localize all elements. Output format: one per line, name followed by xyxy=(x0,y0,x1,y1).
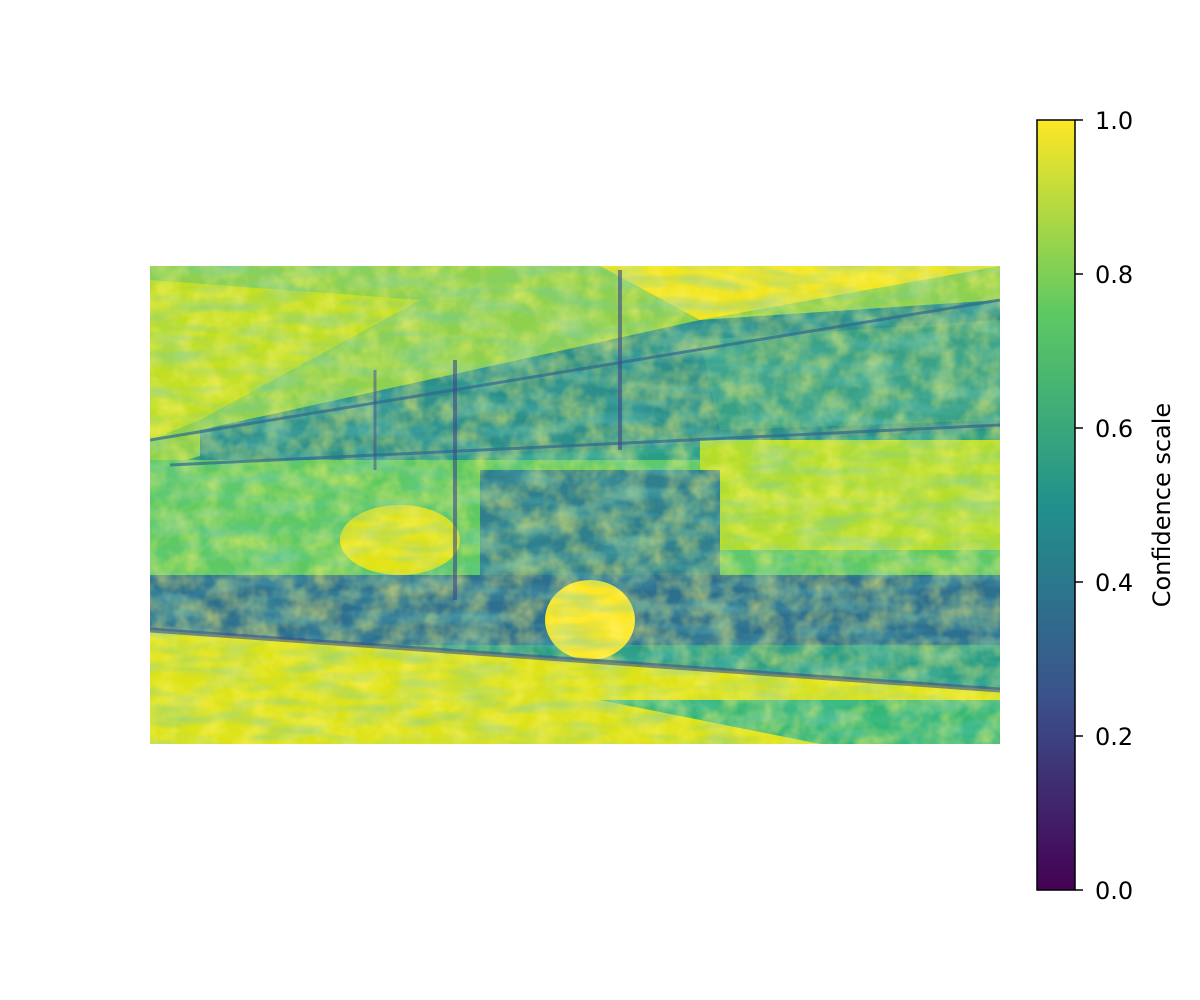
colorbar-tick-label: 0.8 xyxy=(1095,261,1133,289)
heatmap-image xyxy=(150,266,1000,744)
colorbar-tick-label: 0.4 xyxy=(1095,569,1133,597)
colorbar-tick-label: 0.0 xyxy=(1095,877,1133,905)
colorbar-gradient xyxy=(1036,119,1076,891)
heatmap-edge-ledge xyxy=(169,423,1000,467)
heatmap-edge-roofline xyxy=(150,298,1000,442)
colorbar-ticks: 0.0 0.2 0.4 0.6 0.8 1.0 xyxy=(1075,107,1133,905)
colorbar-tick-label: 0.2 xyxy=(1095,723,1133,751)
colorbar-tick-label: 1.0 xyxy=(1095,107,1133,135)
heatmap-edge-curb xyxy=(150,627,1000,693)
colorbar: 0.0 0.2 0.4 0.6 0.8 1.0 Confidence scale xyxy=(1036,107,1176,905)
colorbar-tick-label: 0.6 xyxy=(1095,415,1133,443)
heatmap-texture-b xyxy=(150,266,1000,744)
colorbar-label: Confidence scale xyxy=(1148,403,1176,607)
